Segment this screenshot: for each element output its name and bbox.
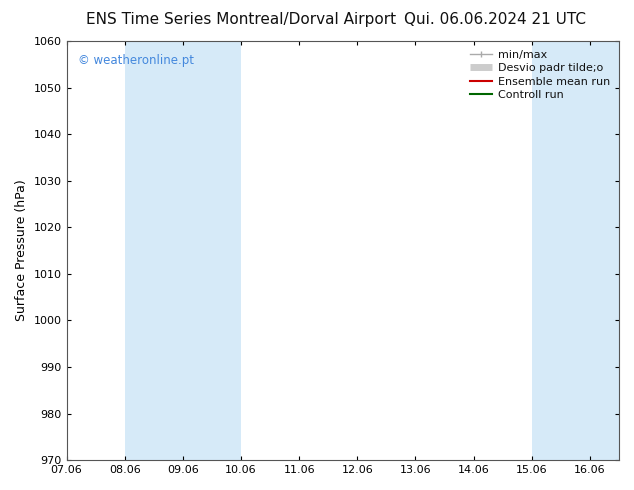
Text: ENS Time Series Montreal/Dorval Airport: ENS Time Series Montreal/Dorval Airport — [86, 12, 396, 27]
Legend: min/max, Desvio padr tilde;o, Ensemble mean run, Controll run: min/max, Desvio padr tilde;o, Ensemble m… — [467, 47, 614, 103]
Text: © weatheronline.pt: © weatheronline.pt — [77, 53, 193, 67]
Bar — [125, 41, 183, 460]
Y-axis label: Surface Pressure (hPa): Surface Pressure (hPa) — [15, 180, 28, 321]
Bar — [590, 41, 619, 460]
Bar — [532, 41, 590, 460]
Text: Qui. 06.06.2024 21 UTC: Qui. 06.06.2024 21 UTC — [403, 12, 586, 27]
Bar — [183, 41, 241, 460]
